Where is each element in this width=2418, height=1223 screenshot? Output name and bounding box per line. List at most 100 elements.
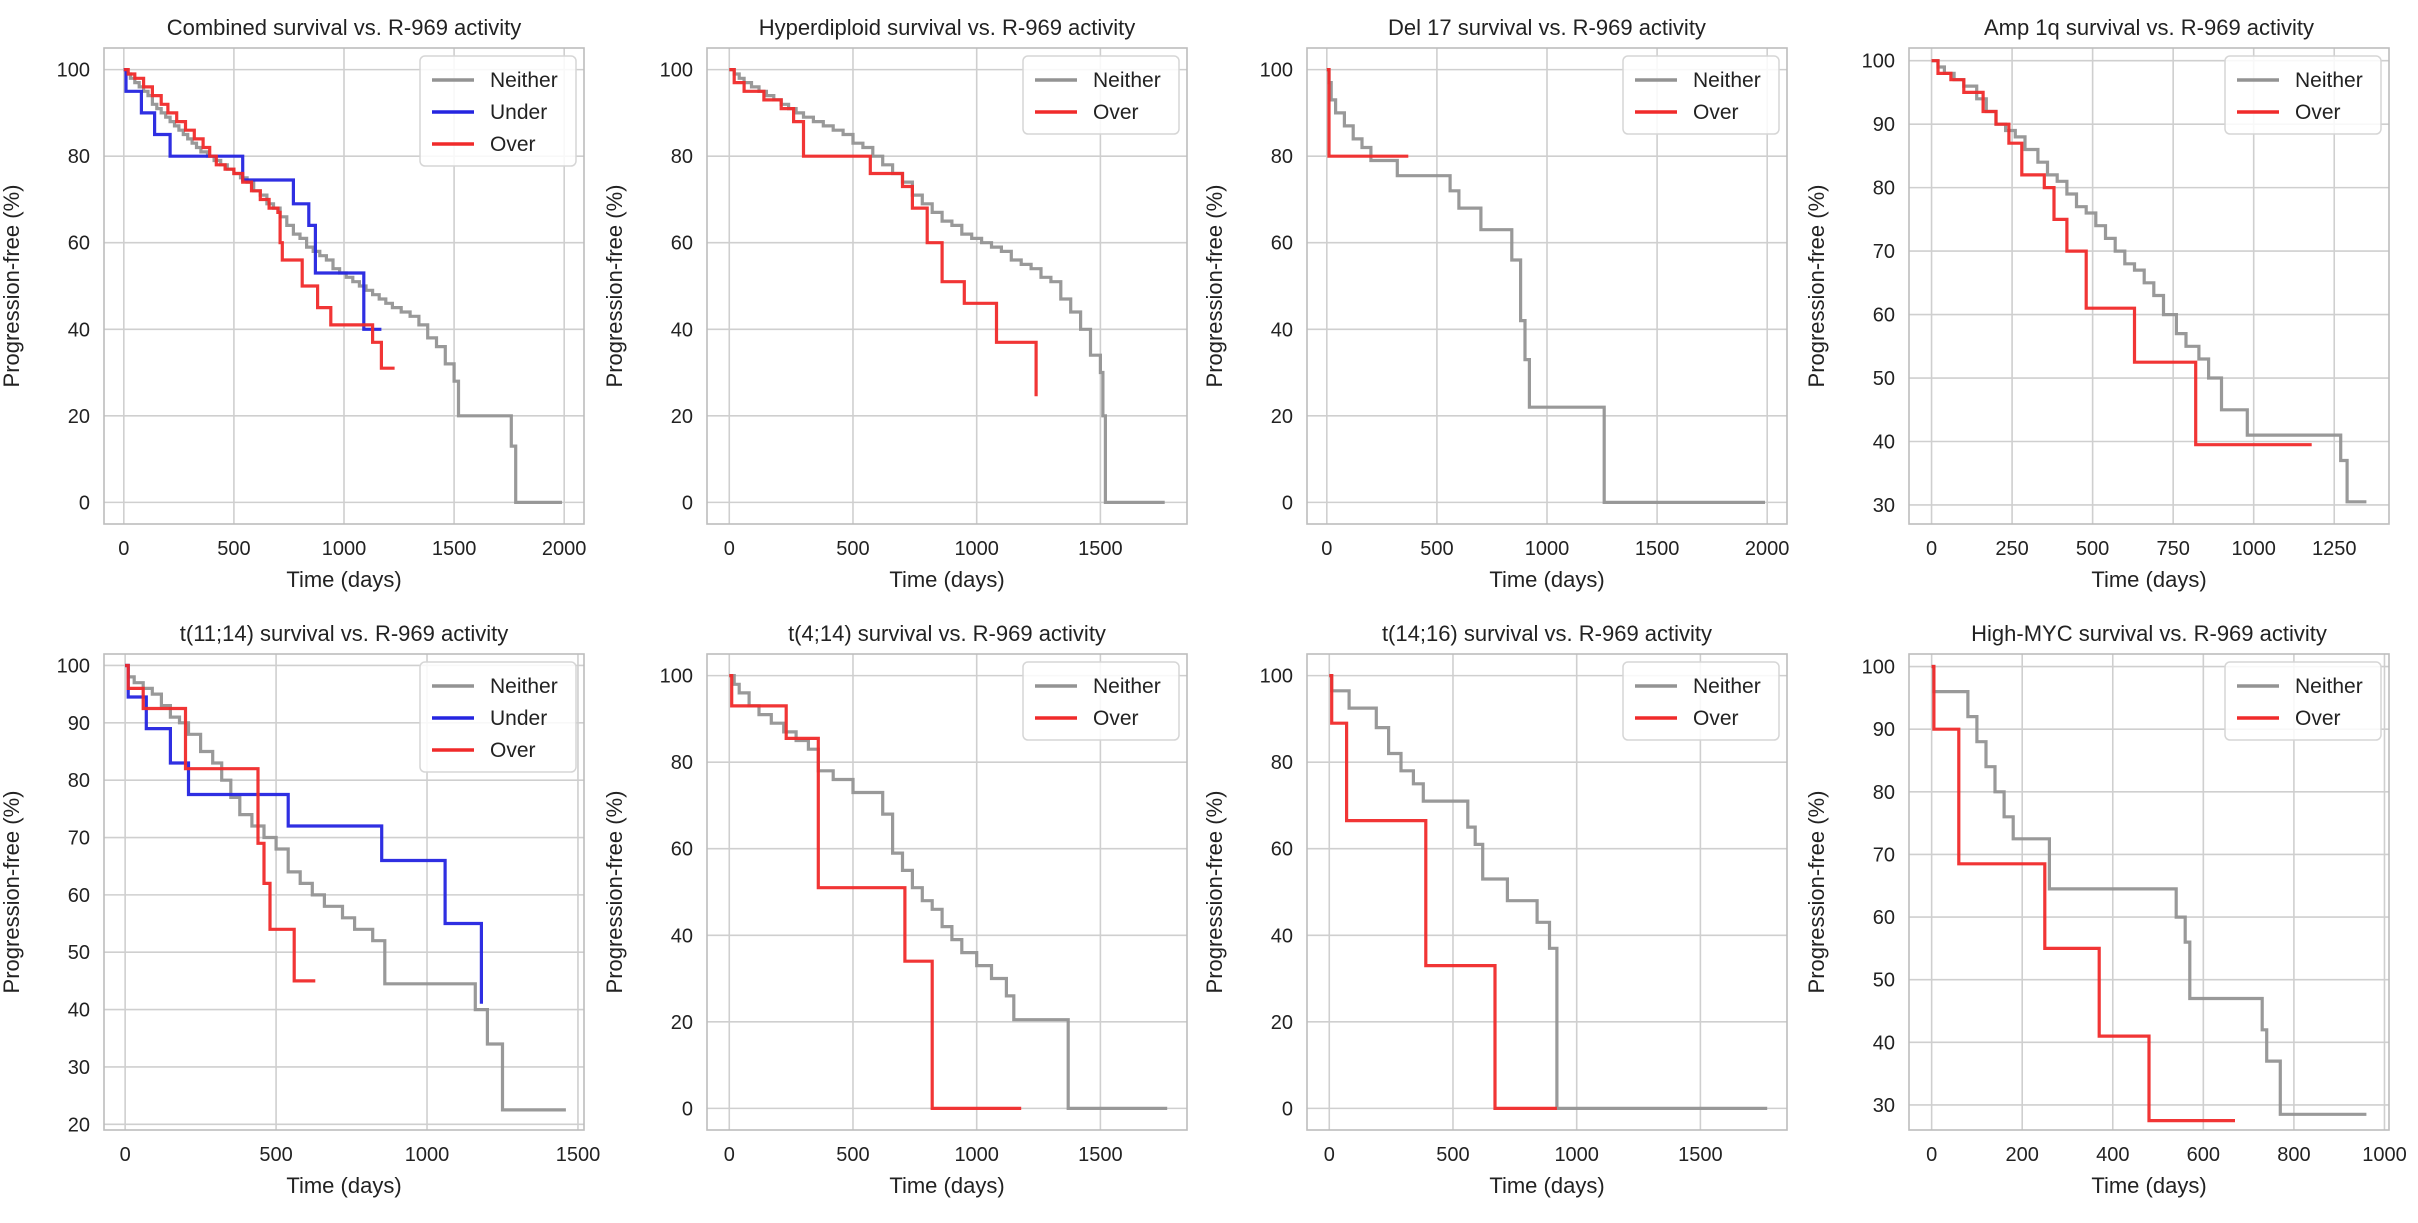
x-tick-label: 0 (1926, 1144, 1937, 1166)
x-tick-label: 1500 (1078, 1144, 1123, 1166)
y-tick-label: 40 (1873, 431, 1895, 453)
series-line-neither (1931, 59, 2367, 504)
x-tick-label: 750 (2156, 538, 2189, 560)
x-tick-label: 400 (2096, 1144, 2129, 1166)
series-line-over (1931, 59, 2312, 447)
y-tick-label: 0 (79, 492, 90, 514)
legend-box (419, 661, 577, 773)
x-tick-label: 500 (217, 538, 250, 560)
y-tick-label: 60 (68, 233, 90, 255)
chart-panel-3: 0 250 500 750 1000 1250 30 40 50 60 70 80 90 100 Amp 1… (1804, 15, 2390, 592)
x-axis-label: Time (days) (286, 1173, 401, 1198)
chart-panel-4: 0 500 1000 1500 20 30 40 50 60 70 80 90 100 t(11;14) … (0, 621, 600, 1198)
y-tick-label: 40 (1271, 925, 1293, 947)
x-tick-label: 500 (1436, 1144, 1469, 1166)
y-tick-label: 30 (68, 1057, 90, 1079)
x-tick-label: 1500 (1635, 538, 1680, 560)
chart-title: High-MYC survival vs. R-969 activity (1971, 621, 2327, 646)
x-tick-label: 0 (1324, 1144, 1335, 1166)
legend-box (2224, 661, 2382, 741)
y-tick-label: 100 (1260, 60, 1293, 82)
y-tick-label: 80 (671, 146, 693, 168)
y-axis-label: Progression-free (%) (1804, 791, 1829, 994)
legend-label: Neither (490, 675, 558, 698)
plot-frame (1306, 653, 1788, 1131)
legend-label: Over (2295, 101, 2341, 124)
plot-frame (706, 47, 1188, 525)
chart-title: t(4;14) survival vs. R-969 activity (788, 621, 1106, 646)
x-tick-label: 0 (724, 538, 735, 560)
chart-title: t(11;14) survival vs. R-969 activity (180, 621, 508, 646)
y-tick-label: 80 (1271, 146, 1293, 168)
y-tick-label: 50 (1873, 368, 1895, 390)
y-tick-label: 90 (1873, 719, 1895, 741)
x-tick-label: 200 (2006, 1144, 2039, 1166)
x-tick-label: 0 (1321, 538, 1332, 560)
x-tick-label: 600 (2187, 1144, 2220, 1166)
y-tick-label: 100 (1260, 666, 1293, 688)
legend-label: Over (1093, 101, 1139, 124)
x-tick-label: 500 (259, 1144, 292, 1166)
y-tick-label: 60 (671, 233, 693, 255)
y-tick-label: 100 (660, 666, 693, 688)
series-line-over (729, 68, 1038, 397)
y-tick-label: 60 (1873, 305, 1895, 327)
y-tick-label: 0 (1282, 1098, 1293, 1120)
x-tick-label: 500 (836, 1144, 869, 1166)
x-axis-label: Time (days) (286, 567, 401, 592)
x-tick-label: 1500 (432, 538, 477, 560)
y-tick-label: 50 (1873, 970, 1895, 992)
plot-frame (103, 47, 585, 525)
x-tick-label: 500 (2076, 538, 2109, 560)
y-tick-label: 60 (1271, 839, 1293, 861)
x-tick-label: 1000 (954, 1144, 999, 1166)
y-tick-label: 100 (1862, 51, 1895, 73)
legend-label: Over (490, 739, 536, 762)
x-axis-label: Time (days) (889, 567, 1004, 592)
y-axis-label: Progression-free (%) (602, 185, 627, 388)
y-tick-label: 80 (671, 752, 693, 774)
y-tick-label: 20 (1271, 406, 1293, 428)
x-tick-label: 1500 (556, 1144, 601, 1166)
x-axis-label: Time (days) (2091, 567, 2206, 592)
legend-label: Neither (2295, 675, 2363, 698)
chart-title: Combined survival vs. R-969 activity (167, 15, 522, 40)
y-tick-label: 20 (1271, 1012, 1293, 1034)
legend-label: Over (1093, 707, 1139, 730)
legend-label: Neither (1093, 675, 1161, 698)
series-line-over (125, 663, 316, 983)
series-line-over (729, 674, 1022, 1110)
chart-panel-6: 0 500 1000 1500 0 20 40 60 80 100 t(14;16) surviva… (1202, 621, 1788, 1198)
chart-panel-0: 0 500 1000 1500 2000 0 20 40 60 80 100 Combined sur… (0, 15, 586, 592)
x-tick-label: 0 (120, 1144, 131, 1166)
legend-label: Over (490, 133, 536, 156)
y-tick-label: 20 (68, 406, 90, 428)
series-line-neither (729, 674, 1168, 1110)
y-tick-label: 50 (68, 942, 90, 964)
legend-label: Over (2295, 707, 2341, 730)
series-line-neither (1931, 664, 2367, 1116)
plot-frame (706, 653, 1188, 1131)
legend-label: Neither (1693, 675, 1761, 698)
legend-label: Over (1693, 101, 1739, 124)
x-tick-label: 250 (1995, 538, 2028, 560)
legend-box (1622, 661, 1780, 741)
legend-box (1622, 55, 1780, 135)
plot-frame (1306, 47, 1788, 525)
plot-frame (1908, 47, 2390, 525)
chart-panel-2: 0 500 1000 1500 2000 0 20 40 60 80 100 Del 17 survi… (1202, 15, 1789, 592)
y-tick-label: 0 (1282, 492, 1293, 514)
series-line-neither (123, 68, 562, 504)
legend-label: Neither (1093, 69, 1161, 92)
legend-label: Neither (1693, 69, 1761, 92)
legend-box (1022, 55, 1180, 135)
legend-label: Over (1693, 707, 1739, 730)
x-tick-label: 0 (1926, 538, 1937, 560)
y-axis-label: Progression-free (%) (602, 791, 627, 994)
x-tick-label: 1000 (322, 538, 367, 560)
y-tick-label: 40 (671, 925, 693, 947)
y-tick-label: 60 (1271, 233, 1293, 255)
y-tick-label: 20 (671, 1012, 693, 1034)
legend-label: Under (490, 707, 547, 730)
y-tick-label: 70 (68, 828, 90, 850)
